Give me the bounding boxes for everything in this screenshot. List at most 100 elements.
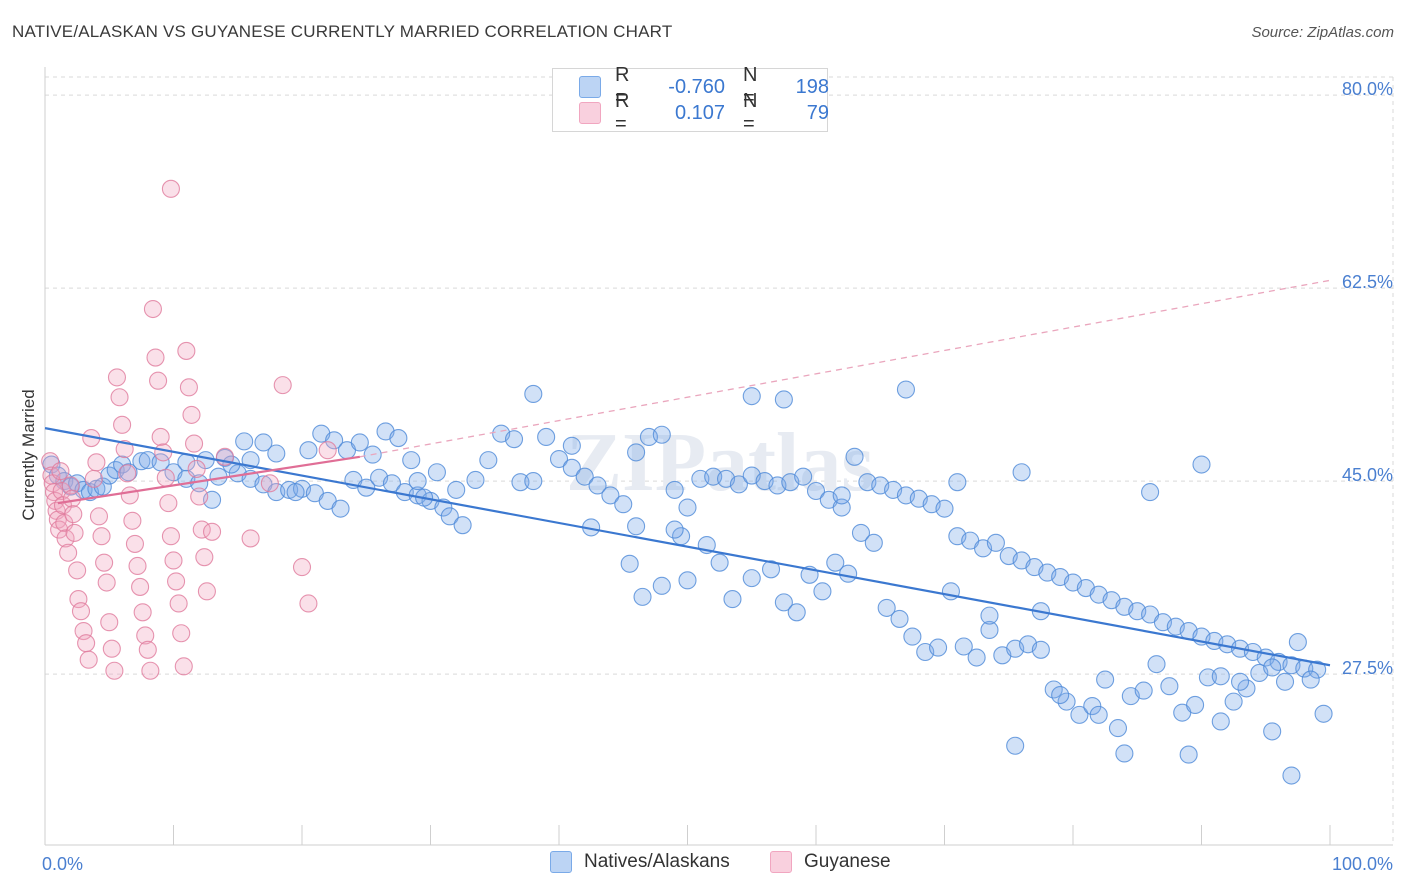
data-point-guyanese: [107, 368, 127, 387]
legend-n-value: 79: [806, 101, 829, 124]
data-point-native: [845, 447, 864, 466]
x-tick-label-start: 0.0%: [42, 854, 83, 874]
data-point-native: [1282, 766, 1301, 785]
data-point-native: [325, 431, 344, 450]
data-point-native: [1198, 668, 1217, 687]
data-point-native: [980, 620, 999, 640]
data-point-guyanese: [169, 594, 188, 613]
data-point-native: [723, 590, 742, 609]
data-point-guyanese: [197, 582, 216, 601]
data-point-native: [774, 390, 793, 409]
data-point-native: [826, 553, 845, 572]
series-guyanese: [41, 179, 337, 680]
data-point-native: [1211, 667, 1230, 686]
bottom-legend-swatch-blue: [550, 851, 572, 873]
trend-line-guyanese: [57, 455, 360, 505]
data-point-native: [948, 473, 967, 492]
data-point-guyanese: [318, 441, 337, 460]
data-point-native: [742, 387, 761, 406]
data-point-guyanese: [292, 558, 312, 577]
data-point-guyanese: [299, 594, 318, 613]
data-point-native: [524, 472, 543, 491]
data-point-native: [787, 603, 806, 622]
data-point-native: [678, 571, 697, 590]
data-point-guyanese: [203, 522, 222, 541]
data-point-native: [1263, 722, 1282, 741]
data-point-guyanese: [167, 572, 186, 591]
data-point-native: [890, 609, 909, 628]
legend-r-label: R =: [615, 64, 630, 109]
data-point-native: [537, 427, 556, 447]
data-point-native: [601, 486, 620, 505]
data-point-native: [524, 384, 543, 403]
data-point-native: [119, 463, 138, 482]
data-point-native: [1179, 745, 1198, 764]
data-point-native: [1096, 670, 1115, 689]
data-point-native: [980, 606, 999, 625]
data-point-native: [986, 533, 1005, 552]
data-point-guyanese: [77, 634, 96, 653]
data-point-guyanese: [125, 534, 144, 553]
series-layer: [41, 179, 1333, 785]
data-point-native: [954, 637, 973, 656]
data-point-native: [967, 648, 986, 667]
data-point-native: [1134, 681, 1153, 700]
data-point-native: [408, 472, 427, 491]
data-point-guyanese: [149, 371, 168, 390]
x-tick-label-end: 100.0%: [1332, 854, 1393, 874]
data-point-guyanese: [61, 476, 80, 495]
data-point-guyanese: [182, 405, 201, 424]
chart-title: NATIVE/ALASKAN VS GUYANESE CURRENTLY MAR…: [12, 22, 673, 41]
data-point-guyanese: [151, 427, 170, 447]
bottom-legend-label: Natives/Alaskans: [584, 851, 730, 872]
data-point-native: [864, 533, 883, 552]
y-tick-label: 80.0%: [1342, 79, 1393, 99]
data-point-native: [729, 475, 748, 494]
data-point-native: [620, 554, 639, 573]
data-point-guyanese: [161, 179, 180, 198]
data-point-guyanese: [138, 640, 157, 659]
legend-row-guyanese: R = 0.107 N = 79: [579, 90, 829, 135]
data-point-native: [1186, 695, 1205, 714]
y-axis-title: Currently Married: [19, 389, 38, 520]
data-point-guyanese: [89, 507, 109, 526]
data-point-native: [132, 452, 151, 471]
data-point-native: [1224, 692, 1243, 711]
legend: R = -0.760 N = 198 R = 0.107 N = 79: [552, 64, 829, 135]
data-point-guyanese: [190, 487, 209, 506]
data-point-guyanese: [79, 650, 98, 669]
data-point-native: [1141, 483, 1160, 502]
data-point-native: [562, 436, 581, 455]
data-point-native: [839, 564, 858, 583]
legend-n-value: 198: [795, 75, 829, 98]
data-point-guyanese: [105, 661, 124, 680]
data-point-native: [652, 576, 671, 595]
data-point-guyanese: [84, 469, 103, 488]
data-point-native: [1108, 719, 1128, 738]
data-point-guyanese: [154, 443, 173, 462]
data-point-native: [665, 480, 684, 499]
data-point-guyanese: [64, 505, 83, 524]
data-point-guyanese: [102, 639, 121, 658]
data-point-guyanese: [146, 348, 165, 367]
data-point-native: [1147, 655, 1166, 674]
data-point-native: [1031, 640, 1050, 659]
data-point-guyanese: [133, 603, 152, 622]
data-point-native: [627, 443, 646, 462]
data-point-guyanese: [68, 561, 87, 580]
data-point-native: [774, 593, 793, 612]
series-natives: [42, 380, 1333, 785]
data-point-native: [806, 481, 826, 501]
data-point-guyanese: [187, 459, 206, 478]
data-point-guyanese: [136, 626, 155, 645]
data-point-guyanese: [59, 543, 78, 562]
data-point-native: [1275, 672, 1295, 691]
data-point-native: [479, 451, 498, 470]
bottom-legend-natives: Natives/Alaskans: [550, 851, 730, 873]
data-point-guyanese: [131, 577, 150, 596]
data-point-native: [389, 429, 408, 448]
legend-row-natives: R = -0.760 N = 198: [579, 64, 829, 109]
data-point-guyanese: [97, 573, 116, 592]
legend-n-label: N =: [743, 90, 758, 135]
